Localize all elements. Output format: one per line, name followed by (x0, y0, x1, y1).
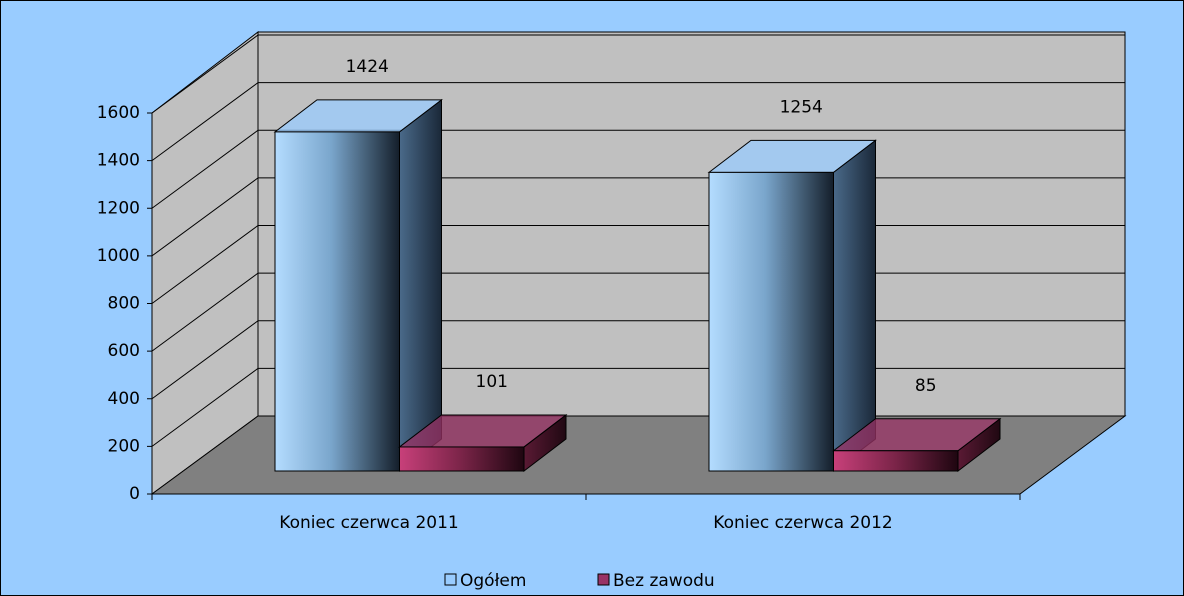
legend-swatch (597, 573, 610, 586)
grid-line (151, 129, 259, 209)
grid-line (151, 34, 259, 114)
x-tick-label: Koniec czerwca 2011 (279, 513, 458, 533)
grid-line (151, 177, 259, 257)
y-tick-label: 600 (108, 341, 140, 361)
y-tick-label: 1600 (97, 103, 140, 123)
value-label: 101 (476, 372, 508, 392)
grid-line (151, 367, 259, 447)
legend-label: Ogółem (460, 571, 526, 591)
y-tick-label: 0 (129, 484, 140, 504)
value-label: 85 (915, 376, 937, 396)
grid-line (151, 225, 259, 304)
value-label: 1424 (346, 57, 389, 77)
bar (274, 131, 400, 472)
y-tick-label: 1000 (97, 246, 140, 266)
value-label: 1254 (780, 97, 823, 117)
grid-line (151, 272, 259, 352)
x-tick-label: Koniec czerwca 2012 (713, 513, 892, 533)
y-tick-label: 1200 (97, 198, 140, 218)
bar (399, 446, 525, 472)
bar-side (399, 98, 442, 473)
y-tick-label: 400 (108, 389, 140, 409)
y-tick-label: 200 (108, 436, 140, 456)
bar (708, 171, 834, 472)
y-tick-label: 1400 (97, 151, 140, 171)
legend-label: Bez zawodu (613, 571, 715, 591)
legend-swatch (444, 573, 457, 586)
bar-side (833, 139, 876, 473)
y-tick-label: 800 (108, 294, 140, 314)
grid-line (151, 82, 259, 162)
grid-line (151, 320, 259, 400)
bar (833, 450, 959, 472)
